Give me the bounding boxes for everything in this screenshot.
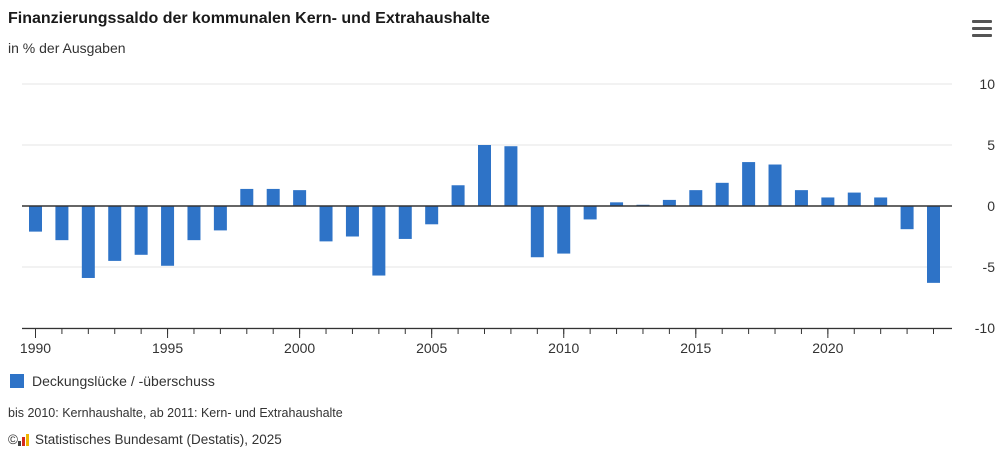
chart-subtitle: in % der Ausgaben [8,40,126,56]
bar[interactable] [794,190,808,206]
source-text[interactable]: Statistisches Bundesamt (Destatis), 2025 [34,432,282,447]
bar[interactable] [161,206,175,266]
bar-series [29,145,940,283]
bar[interactable] [662,199,676,206]
x-tick-label: 2020 [812,340,843,356]
bar[interactable] [504,146,518,206]
bar[interactable] [821,197,835,206]
bar[interactable] [81,206,95,278]
bar[interactable] [847,192,861,206]
hamburger-menu-icon[interactable] [972,20,992,38]
bar[interactable] [187,206,201,241]
bar[interactable] [134,206,148,255]
bar[interactable] [319,206,333,242]
bar[interactable] [451,185,465,206]
bar[interactable] [425,206,439,225]
bar[interactable] [293,190,307,206]
x-tick-label: 1990 [20,340,51,356]
bar[interactable] [927,206,940,283]
bar[interactable] [715,182,729,206]
y-tick-label: -10 [975,320,995,336]
bar[interactable] [55,206,69,241]
x-tick-label: 2010 [548,340,579,356]
x-tick-label: 2005 [416,340,447,356]
copyright-symbol: © [8,432,18,447]
chart-title: Finanzierungssaldo der kommunalen Kern- … [8,10,490,27]
bar[interactable] [478,145,491,206]
legend-swatch [10,374,24,388]
bar[interactable] [742,162,756,206]
y-tick-label: 10 [979,76,995,92]
bar[interactable] [29,206,42,232]
x-tick-label: 2015 [680,340,711,356]
bar[interactable] [240,188,254,206]
bar[interactable] [610,202,624,206]
bar[interactable] [345,206,359,237]
bar[interactable] [874,197,888,206]
y-tick-label: 5 [987,137,995,153]
x-tick-label: 1995 [152,340,183,356]
y-tick-label: 0 [987,198,995,214]
bar[interactable] [108,206,122,261]
legend-label: Deckungslücke / -überschuss [32,373,215,389]
bar[interactable] [768,164,782,206]
bar[interactable] [266,188,280,206]
x-tick-label: 2000 [284,340,315,356]
destatis-logo-icon [17,433,30,446]
y-tick-label: -5 [983,259,996,275]
bar[interactable] [557,206,571,254]
legend-item[interactable]: Deckungslücke / -überschuss [10,372,215,390]
bar[interactable] [398,206,412,239]
bar[interactable] [689,190,703,206]
bar[interactable] [372,206,386,276]
bar[interactable] [530,206,544,258]
bar[interactable] [900,206,914,230]
source-credit: © Statistisches Bundesamt (Destatis), 20… [8,432,282,447]
bar[interactable] [213,206,227,231]
axes: 10 5 0 -5 -10 1990 1995 2000 2005 2010 2015 2020 [20,76,995,356]
bar[interactable] [583,206,597,220]
footnote: bis 2010: Kernhaushalte, ab 2011: Kern- … [8,406,343,420]
